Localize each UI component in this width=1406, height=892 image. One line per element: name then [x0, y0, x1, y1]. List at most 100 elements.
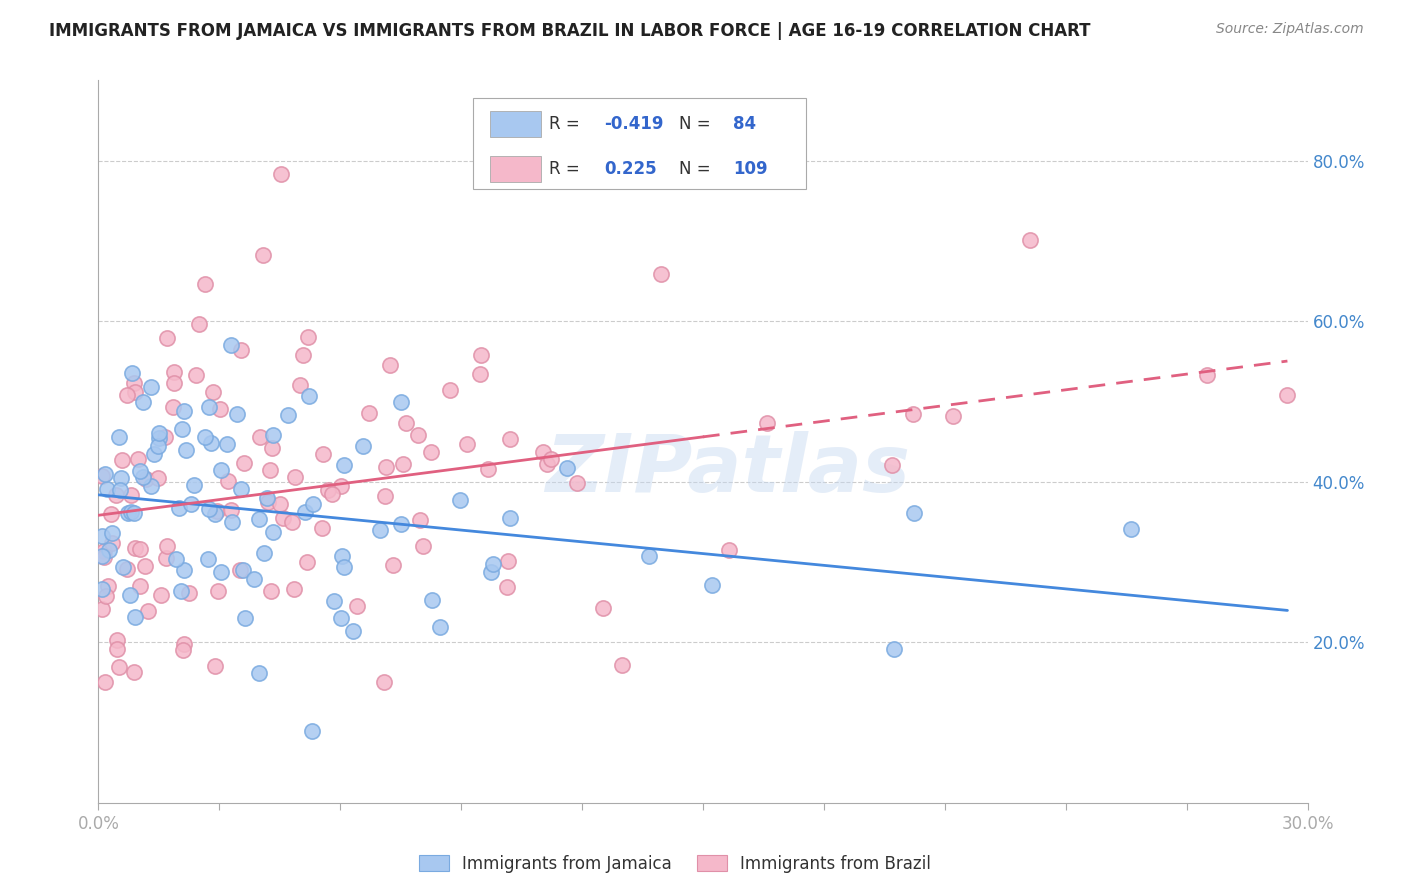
Point	[592, 601, 614, 615]
Point	[718, 542, 741, 557]
Point	[312, 447, 335, 461]
Text: IMMIGRANTS FROM JAMAICA VS IMMIGRANTS FROM BRAZIL IN LABOR FORCE | AGE 16-19 COR: IMMIGRANTS FROM JAMAICA VS IMMIGRANTS FR…	[49, 22, 1091, 40]
Point	[333, 560, 356, 574]
Point	[468, 367, 491, 381]
Point	[498, 511, 520, 525]
Point	[124, 610, 146, 624]
Point	[148, 439, 170, 453]
Point	[382, 558, 405, 573]
Point	[247, 512, 270, 526]
Point	[359, 406, 381, 420]
Point	[96, 482, 118, 496]
Point	[100, 507, 122, 521]
Point	[105, 642, 128, 657]
Point	[408, 428, 430, 442]
Point	[294, 505, 316, 519]
Point	[97, 542, 120, 557]
Point	[477, 462, 499, 476]
Point	[259, 463, 281, 477]
Point	[183, 477, 205, 491]
Point	[256, 491, 278, 505]
Point	[211, 565, 233, 579]
Point	[204, 659, 226, 673]
Point	[352, 439, 374, 453]
Point	[409, 512, 432, 526]
Point	[163, 376, 186, 390]
Point	[132, 395, 155, 409]
Point	[93, 549, 115, 564]
Point	[284, 470, 307, 484]
Text: N =: N =	[679, 161, 716, 178]
Point	[288, 378, 311, 392]
Point	[329, 611, 352, 625]
Point	[316, 483, 339, 497]
Point	[612, 658, 634, 673]
Text: Source: ZipAtlas.com: Source: ZipAtlas.com	[1216, 22, 1364, 37]
Point	[1019, 233, 1042, 247]
Point	[311, 521, 333, 535]
Point	[1197, 368, 1219, 382]
Point	[124, 665, 146, 679]
FancyBboxPatch shape	[474, 98, 806, 189]
Point	[180, 496, 202, 510]
Point	[128, 541, 150, 556]
Point	[283, 582, 305, 597]
FancyBboxPatch shape	[491, 112, 541, 137]
Point	[101, 526, 124, 541]
Point	[121, 366, 143, 380]
Text: 109: 109	[734, 161, 768, 178]
Point	[330, 549, 353, 563]
Point	[108, 660, 131, 674]
Point	[198, 400, 221, 414]
Point	[207, 504, 229, 518]
Point	[1119, 522, 1142, 536]
Text: 84: 84	[734, 115, 756, 133]
Point	[172, 643, 194, 657]
Point	[499, 432, 522, 446]
Point	[198, 502, 221, 516]
Point	[389, 395, 412, 409]
Point	[173, 563, 195, 577]
Point	[225, 407, 247, 421]
Point	[260, 584, 283, 599]
Point	[136, 604, 159, 618]
Point	[219, 338, 242, 352]
Point	[93, 543, 115, 558]
Point	[756, 416, 779, 430]
Point	[184, 368, 207, 382]
Legend: Immigrants from Jamaica, Immigrants from Brazil: Immigrants from Jamaica, Immigrants from…	[412, 848, 938, 880]
Point	[243, 572, 266, 586]
Point	[170, 583, 193, 598]
Point	[298, 389, 321, 403]
Point	[280, 515, 302, 529]
Point	[456, 436, 478, 450]
Point	[177, 586, 200, 600]
Point	[91, 602, 114, 616]
Point	[702, 578, 724, 592]
Point	[394, 416, 416, 430]
Point	[270, 167, 292, 181]
Point	[262, 442, 284, 456]
Point	[105, 632, 128, 647]
Point	[389, 516, 412, 531]
Point	[342, 624, 364, 638]
Point	[883, 641, 905, 656]
Point	[269, 497, 291, 511]
Point	[942, 409, 965, 424]
Point	[108, 430, 131, 444]
Point	[482, 557, 505, 571]
Point	[194, 277, 217, 291]
Point	[165, 552, 187, 566]
Point	[252, 248, 274, 262]
Point	[221, 503, 243, 517]
Text: R =: R =	[550, 115, 585, 133]
Point	[134, 558, 156, 573]
Point	[117, 506, 139, 520]
Point	[496, 580, 519, 594]
Point	[429, 620, 451, 634]
Point	[139, 479, 162, 493]
Text: N =: N =	[679, 115, 716, 133]
Point	[201, 385, 224, 400]
FancyBboxPatch shape	[491, 156, 541, 182]
Point	[271, 510, 294, 524]
